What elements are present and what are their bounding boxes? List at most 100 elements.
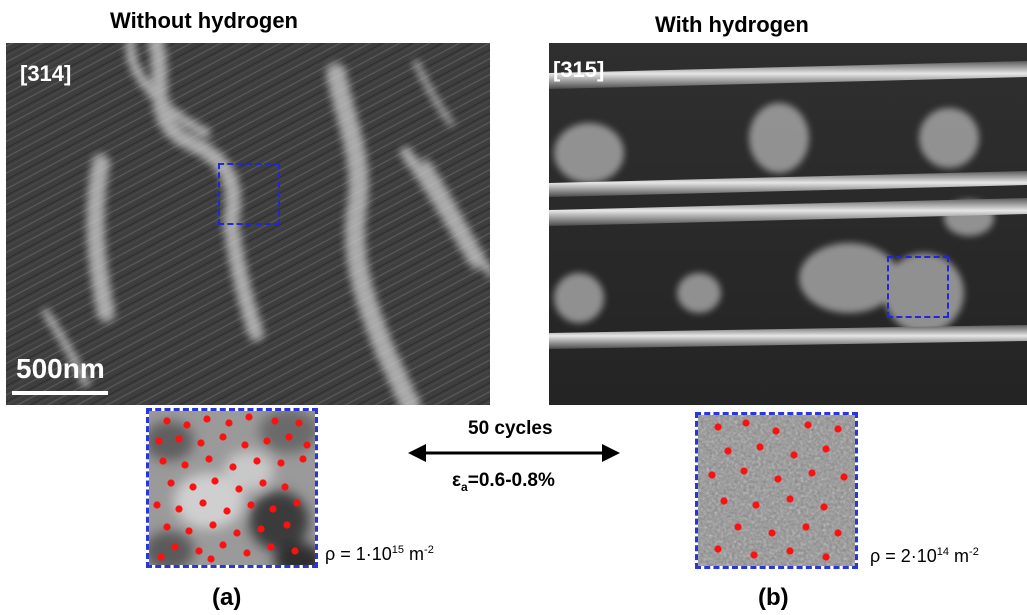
- micrograph-without-hydrogen: [314] 500nm: [6, 43, 490, 405]
- dislocation-marker: [243, 549, 251, 557]
- double-arrow-icon: [408, 444, 620, 462]
- dislocation-marker: [740, 467, 748, 475]
- scale-bar: [12, 391, 108, 395]
- strain-symbol: ε: [452, 470, 462, 491]
- micrograph-with-hydrogen: [315]: [549, 43, 1027, 405]
- cycles-label: 50 cycles: [468, 418, 553, 439]
- inset-left-image: [149, 411, 315, 565]
- dislocation-marker: [822, 553, 830, 561]
- dislocation-marker: [802, 523, 810, 531]
- dislocation-marker: [225, 419, 233, 427]
- dislocation-marker: [155, 437, 163, 445]
- inset-without-hydrogen: [146, 408, 318, 568]
- dislocation-marker: [267, 543, 275, 551]
- left-region-of-interest: [218, 163, 280, 225]
- dislocation-marker: [804, 421, 812, 429]
- dislocation-marker: [303, 441, 311, 449]
- dislocation-marker: [822, 445, 830, 453]
- density-left-unit-exponent: -2: [424, 544, 434, 556]
- dislocation-marker: [277, 459, 285, 467]
- scale-bar-label: 500nm: [16, 353, 105, 384]
- dislocation-marker: [714, 423, 722, 431]
- dislocation-marker: [808, 469, 816, 477]
- dislocation-marker: [774, 475, 782, 483]
- left-reference: [314]: [20, 61, 72, 86]
- dislocation-marker: [263, 437, 271, 445]
- dislocation-marker: [223, 507, 231, 515]
- dislocation-marker: [175, 505, 183, 513]
- dislocation-marker: [171, 543, 179, 551]
- dislocation-marker: [840, 473, 848, 481]
- dislocation-marker: [253, 457, 261, 465]
- micrograph-right-image: [549, 43, 1027, 405]
- dislocation-marker: [834, 529, 842, 537]
- dislocation-marker: [271, 417, 279, 425]
- dislocation-marker: [199, 499, 207, 507]
- dislocation-marker: [153, 501, 161, 509]
- dislocation-marker: [786, 495, 794, 503]
- dislocation-marker: [720, 497, 728, 505]
- dislocation-marker: [181, 461, 189, 469]
- dislocation-marker: [293, 499, 301, 507]
- dislocation-marker: [157, 553, 165, 561]
- density-right-unit-exponent: -2: [969, 546, 979, 558]
- dislocation-marker: [285, 433, 293, 441]
- dislocation-marker: [163, 417, 171, 425]
- dislocation-marker: [245, 413, 253, 421]
- density-left: ρ = 1·1015 m-2: [325, 544, 434, 565]
- density-left-exponent: 15: [391, 544, 405, 556]
- micrograph-left-image: [6, 43, 490, 405]
- right-reference: [315]: [553, 57, 605, 82]
- dislocation-marker: [211, 477, 219, 485]
- density-left-unit: m: [404, 544, 425, 564]
- panel-label-a: (a): [212, 584, 242, 611]
- dislocation-marker: [772, 427, 780, 435]
- dislocation-marker: [241, 441, 249, 449]
- dislocation-marker: [291, 547, 299, 555]
- dislocation-marker: [768, 529, 776, 537]
- strain-subscript: a: [461, 479, 468, 494]
- dislocation-marker: [708, 471, 716, 479]
- inset-right-image: [698, 415, 855, 566]
- inset-with-hydrogen: [695, 412, 858, 569]
- dislocation-marker: [259, 479, 267, 487]
- dislocation-marker: [790, 451, 798, 459]
- dislocation-marker: [197, 439, 205, 447]
- dislocation-marker: [750, 551, 758, 559]
- panel-label-b: (b): [758, 584, 789, 611]
- dislocation-marker: [820, 503, 828, 511]
- dislocation-marker: [233, 529, 241, 537]
- dislocation-marker: [207, 555, 215, 563]
- dislocation-marker: [229, 463, 237, 471]
- density-right: ρ = 2·1014 m-2: [870, 546, 979, 567]
- dislocation-marker: [235, 485, 243, 493]
- dislocation-marker: [175, 435, 183, 443]
- dislocation-marker: [247, 501, 255, 509]
- strain-amplitude-label: εa=0.6-0.8%: [452, 470, 555, 494]
- dislocation-marker: [724, 447, 732, 455]
- dislocation-marker: [257, 525, 265, 533]
- dislocation-marker: [734, 523, 742, 531]
- left-heading: Without hydrogen: [110, 8, 298, 33]
- dislocation-marker: [786, 547, 794, 555]
- dislocation-marker: [281, 483, 289, 491]
- dislocation-marker: [203, 415, 211, 423]
- dislocation-marker: [299, 455, 307, 463]
- strain-value: =0.6-0.8%: [467, 470, 555, 491]
- right-region-of-interest: [887, 256, 949, 318]
- density-right-prefix: ρ = 2·10: [870, 546, 937, 566]
- dislocation-marker: [269, 505, 277, 513]
- dislocation-marker: [756, 443, 764, 451]
- dislocation-marker: [283, 521, 291, 529]
- dislocation-marker: [205, 455, 213, 463]
- dislocation-marker: [183, 421, 191, 429]
- dislocation-marker: [219, 433, 227, 441]
- dislocation-marker: [195, 547, 203, 555]
- dislocation-marker: [159, 457, 167, 465]
- dislocation-marker: [295, 419, 303, 427]
- right-heading: With hydrogen: [655, 12, 809, 37]
- dislocation-marker: [752, 501, 760, 509]
- dislocation-marker: [167, 479, 175, 487]
- density-right-unit: m: [949, 546, 970, 566]
- dislocation-marker: [163, 523, 171, 531]
